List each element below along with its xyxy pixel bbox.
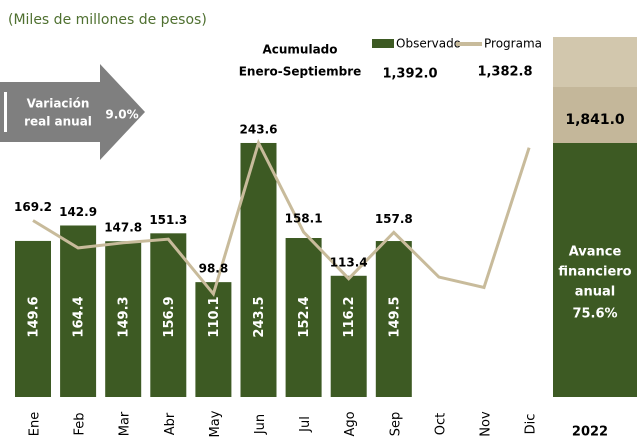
line-value-label: 151.3 xyxy=(149,213,187,227)
annual-observed xyxy=(553,143,637,397)
avance-label: financiero xyxy=(558,265,631,280)
variation-label: real anual xyxy=(24,115,92,129)
bar-value-label: 149.5 xyxy=(387,296,402,337)
avance-label: Avance xyxy=(569,245,622,260)
avance-label: anual xyxy=(575,285,616,300)
bar xyxy=(285,238,322,397)
observado-total: 1,392.0 xyxy=(382,67,437,82)
x-tick-label: Ago xyxy=(343,411,358,436)
bar xyxy=(105,241,142,397)
programa-total: 1,382.8 xyxy=(477,65,532,80)
bar xyxy=(150,233,187,397)
x-tick-label: Abr xyxy=(163,412,178,435)
bar-value-label: 156.9 xyxy=(162,296,177,337)
bar xyxy=(375,241,412,397)
x-tick-label: Dic xyxy=(524,414,539,435)
bar-value-label: 243.5 xyxy=(252,296,267,337)
bar-value-label: 164.4 xyxy=(72,296,87,337)
x-tick-label: Mar xyxy=(118,411,133,436)
variation-value: 9.0% xyxy=(105,108,138,122)
x-tick-label: May xyxy=(208,410,223,437)
annual-year: 2022 xyxy=(572,425,608,440)
programa-line xyxy=(32,138,531,298)
line-value-label: 169.2 xyxy=(14,200,52,214)
line-value-label: 98.8 xyxy=(199,262,229,276)
line-value-label: 158.1 xyxy=(285,212,323,226)
x-tick-label: Jul xyxy=(298,416,313,433)
bar-value-label: 116.2 xyxy=(342,296,357,337)
bar-value-label: 149.3 xyxy=(117,296,132,337)
line-value-label: 113.4 xyxy=(330,255,368,269)
accumulated-title: Enero-Septiembre xyxy=(239,65,362,79)
x-tick-label: Jun xyxy=(253,414,268,435)
bar xyxy=(15,240,51,397)
annual-total: 1,841.0 xyxy=(565,112,625,128)
variation-label: Variación xyxy=(27,97,90,111)
accumulated-title: Acumulado xyxy=(262,43,337,57)
bar xyxy=(195,282,232,397)
arrow-shape xyxy=(0,64,145,160)
bar-value-label: 149.6 xyxy=(27,296,42,337)
bar xyxy=(330,275,367,397)
bar-value-label: 152.4 xyxy=(297,296,312,337)
annual-panel: 1,841.0 Avance financiero anual 75.6% 20… xyxy=(553,37,637,440)
avance-value: 75.6% xyxy=(572,307,617,322)
x-tick-label: Oct xyxy=(433,413,448,435)
subtitle: (Miles de millones de pesos) xyxy=(8,12,207,28)
line-value-label: 243.6 xyxy=(240,122,278,136)
annual-program-top xyxy=(553,37,637,87)
x-tick-label: Nov xyxy=(479,411,494,437)
bar-value-label: 110.1 xyxy=(207,296,222,337)
legend-swatch xyxy=(372,39,394,48)
legend: Observado Programa xyxy=(372,37,542,51)
line-value-label: 157.8 xyxy=(375,212,413,226)
bar xyxy=(60,225,97,397)
legend-label: Observado xyxy=(396,37,461,51)
legend-label: Programa xyxy=(484,37,542,51)
variation-arrow: Variación real anual 9.0% xyxy=(0,64,145,160)
x-tick-label: Feb xyxy=(73,412,88,435)
line-value-label: 147.8 xyxy=(104,221,142,235)
x-tick-label: Ene xyxy=(28,412,43,436)
arrow-stripe xyxy=(4,92,7,132)
line-value-label: 142.9 xyxy=(59,205,97,219)
x-tick-label: Sep xyxy=(388,412,403,437)
